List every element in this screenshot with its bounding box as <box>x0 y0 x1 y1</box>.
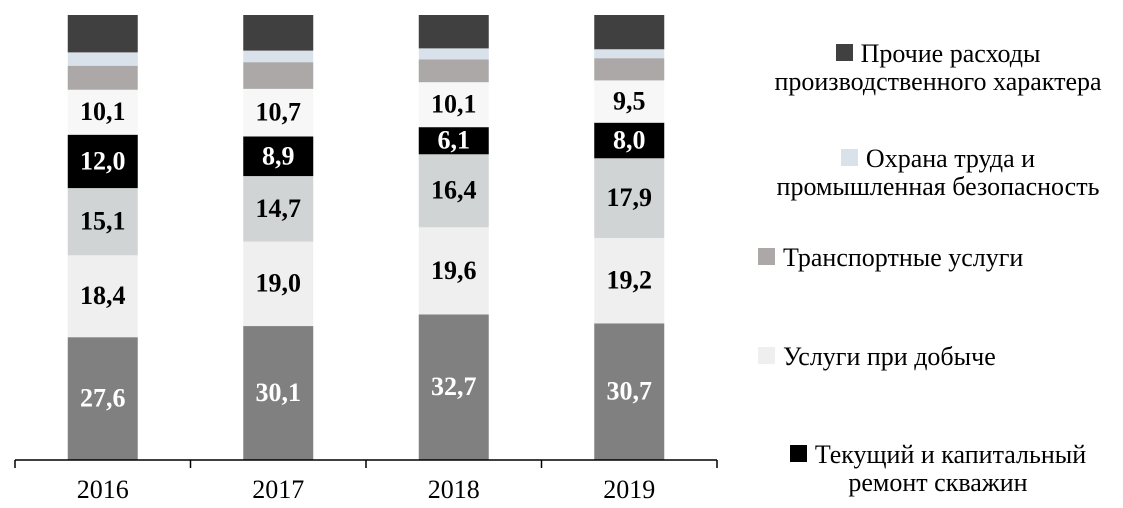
legend-swatch <box>758 248 775 265</box>
data-label: 19,2 <box>607 266 653 295</box>
bar-segment <box>67 65 138 90</box>
data-label: 10,7 <box>256 98 302 127</box>
data-label: 8,9 <box>262 141 295 170</box>
legend-label: Транспортные услуги <box>783 243 1024 272</box>
bar-segment <box>594 15 665 50</box>
bar-segment <box>418 59 489 83</box>
x-tick-label: 2016 <box>77 475 129 504</box>
data-label: 30,1 <box>256 378 302 407</box>
bar-segment <box>67 89 138 135</box>
bar-segment <box>418 48 489 60</box>
data-label: 27,6 <box>80 384 126 413</box>
data-label: 10,1 <box>80 97 126 126</box>
legend-label: Услуги при добыче <box>783 342 996 371</box>
bar-segment <box>67 255 138 338</box>
bar-segment <box>418 15 489 49</box>
data-label: 19,6 <box>431 256 477 285</box>
bar-segment <box>418 227 489 315</box>
bar-segment <box>243 241 314 327</box>
bar-segment <box>594 49 665 59</box>
legend-swatch <box>789 445 807 462</box>
bar-segment <box>243 136 314 177</box>
legend-item: Услуги при добыче <box>758 343 1118 371</box>
legend-item: Текущий и капитальный ремонт скважин <box>758 441 1118 497</box>
legend-item: Охрана труда и промышленная безопасность <box>758 145 1118 201</box>
data-label: 18,4 <box>80 281 126 310</box>
bar-segment <box>67 337 138 460</box>
bar-segment <box>418 154 489 228</box>
legend-swatch <box>840 149 858 166</box>
bar-segment <box>418 82 489 128</box>
bar-segment <box>243 15 314 51</box>
bar-segment <box>594 158 665 238</box>
data-label: 12,0 <box>80 146 126 175</box>
bar-segment <box>67 52 138 66</box>
x-tick-label: 2019 <box>603 475 655 504</box>
bar-segment <box>243 176 314 242</box>
data-label: 15,1 <box>80 207 126 236</box>
data-label: 14,7 <box>256 194 302 223</box>
legend-item: Прочие расходы производственного характе… <box>758 40 1118 96</box>
x-tick-label: 2017 <box>252 475 304 504</box>
data-label: 6,1 <box>438 126 471 155</box>
bar-segment <box>594 323 665 460</box>
bar-segment <box>67 188 138 256</box>
bar-segment <box>594 237 665 324</box>
legend-label: Охрана труда и промышленная безопасность <box>776 144 1100 201</box>
legend-label: Текущий и капитальный ремонт скважин <box>814 440 1087 497</box>
bar-segment <box>418 127 489 155</box>
bar-segment <box>418 314 489 460</box>
bar-segment <box>67 15 138 53</box>
bar-segment <box>594 122 665 159</box>
data-label: 30,7 <box>607 377 653 406</box>
data-label: 9,5 <box>613 87 646 116</box>
bar-segment <box>67 134 138 189</box>
chart: 27,6 18,4 15,1 12,0 10,1 2016 30,1 19,0 14,7 8,9 1… <box>14 15 718 504</box>
legend-item: Транспортные услуги <box>758 244 1118 272</box>
data-label: 10,1 <box>431 90 477 119</box>
bar-segment <box>594 80 665 123</box>
legend-label: Прочие расходы производственного характе… <box>774 39 1102 96</box>
bar-segment <box>243 62 314 89</box>
bar-segment <box>594 58 665 81</box>
bar-segment <box>243 326 314 460</box>
data-label: 16,4 <box>431 176 477 205</box>
data-label: 8,0 <box>613 125 646 154</box>
x-tick-label: 2018 <box>428 475 480 504</box>
legend-swatch <box>835 44 853 61</box>
bar-segment <box>243 88 314 137</box>
data-label: 19,0 <box>256 269 302 298</box>
data-label: 32,7 <box>431 372 477 401</box>
legend-swatch <box>758 347 775 364</box>
data-label: 17,9 <box>607 183 653 212</box>
bar-segment <box>243 50 314 63</box>
